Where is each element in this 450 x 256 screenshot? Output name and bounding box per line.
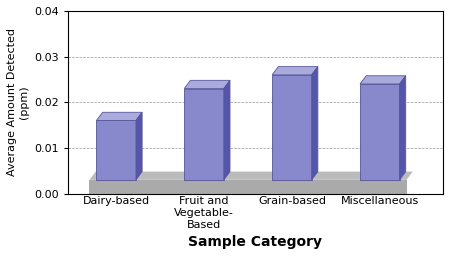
- Polygon shape: [96, 112, 142, 121]
- Polygon shape: [184, 89, 224, 180]
- Polygon shape: [272, 67, 318, 75]
- Polygon shape: [136, 112, 142, 180]
- Polygon shape: [224, 80, 230, 180]
- Polygon shape: [400, 76, 406, 180]
- X-axis label: Sample Category: Sample Category: [189, 235, 323, 249]
- Polygon shape: [96, 121, 136, 180]
- Y-axis label: Average Amount Detected
(ppm): Average Amount Detected (ppm): [7, 28, 28, 176]
- Polygon shape: [360, 76, 406, 84]
- Polygon shape: [360, 84, 400, 180]
- Polygon shape: [312, 67, 318, 180]
- Polygon shape: [272, 75, 312, 180]
- Polygon shape: [184, 80, 230, 89]
- Polygon shape: [90, 172, 413, 180]
- Polygon shape: [90, 180, 407, 194]
